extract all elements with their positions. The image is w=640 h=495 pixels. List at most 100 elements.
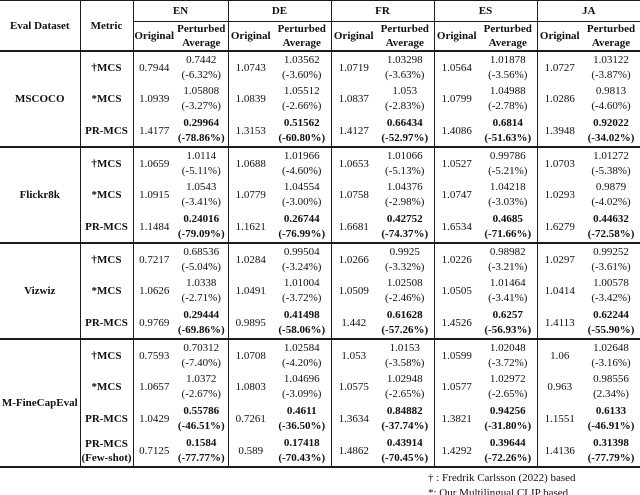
perturbed-percent: (-71.66%) [484, 227, 532, 240]
original-value-cell: 1.0747 [441, 189, 472, 201]
original-value-cell: 1.0727 [537, 50, 583, 83]
perturbed-percent: (-31.80%) [484, 420, 532, 432]
metric-row: *MCS 1.0626 1.0338 (-2.71%) 1.0491 1.01004 (-3… [0, 275, 640, 307]
metric-cell: PR-MCS [80, 115, 134, 147]
perturbed-percent: (-4.20%) [282, 356, 322, 369]
perturbed-value: 1.01464 [489, 277, 526, 289]
footnote-dagger: † : Fredrik Carlsson (2022) based [428, 472, 576, 484]
perturbed-cell: 0.26744 (-76.99%) [273, 211, 332, 243]
original-value-cell: 0.7125 [139, 444, 170, 457]
perturbed-value: 1.04376 [386, 181, 423, 193]
perturbed-percent: (-46.51%) [177, 420, 225, 432]
metric-row: Vizwiz †MCS 0.7217 0.68536 (-5.04%) 1.0284 0.9… [0, 242, 640, 339]
metric-row: *MCS 1.0657 1.0372 (-2.67%) 1.0803 1.04696 (-3… [0, 371, 640, 403]
perturbed-cell: 1.02648 (-3.16%) [582, 338, 640, 371]
perturbed-percent: (-34.02%) [587, 131, 635, 144]
perturbed-value: 0.99786 [489, 149, 526, 162]
original-value-cell: 1.3634 [338, 413, 369, 425]
perturbed-value: 0.98982 [489, 245, 526, 258]
original-value-cell: 1.0266 [331, 242, 376, 275]
original-value-cell: 1.4086 [441, 124, 472, 137]
perturbed-cell: 1.04218 (-3.03%) [479, 179, 538, 211]
original-value-cell: 0.9769 [139, 316, 170, 329]
perturbed-percent: (-3.41%) [488, 292, 528, 304]
original-value-cell: 1.0577 [441, 381, 472, 393]
header-perturbed: Perturbed Average [376, 21, 435, 51]
header-perturbed-line2: Average [282, 37, 321, 49]
perturbed-cell: 0.84882 (-37.74%) [376, 403, 435, 435]
metric-row: PR-MCS 1.0429 0.55786 (-46.51%) 0.7261 0.4611… [0, 403, 640, 435]
perturbed-value: 0.51562 [283, 116, 320, 129]
original-value-cell: 1.4113 [544, 316, 575, 329]
perturbed-percent: (-3.03%) [488, 196, 528, 208]
header-lang-en: EN [133, 0, 229, 22]
perturbed-percent: (-70.43%) [278, 451, 326, 464]
perturbed-percent: (-2.78%) [488, 100, 528, 112]
perturbed-value: 1.01004 [283, 277, 320, 289]
perturbed-cell: 1.01464 (-3.41%) [479, 275, 538, 307]
perturbed-value: 1.05808 [183, 85, 220, 97]
dataset-cell: Vizwiz [0, 242, 81, 339]
header-perturbed: Perturbed Average [479, 21, 538, 51]
original-value-cell: 1.0839 [235, 93, 266, 105]
metric-row: M-FineCapEval †MCS 0.7593 0.70312 (-7.40%) 1.… [0, 338, 640, 467]
perturbed-cell: 0.29444 (-69.86%) [175, 307, 229, 339]
original-value-cell: 1.0284 [228, 242, 273, 275]
perturbed-percent: (-76.99%) [278, 227, 326, 240]
perturbed-percent: (-5.38%) [591, 164, 631, 177]
original-value-cell: 1.0719 [331, 50, 376, 83]
perturbed-cell: 0.29964 (-78.86%) [175, 115, 229, 147]
perturbed-cell: 0.43914 (-70.45%) [376, 435, 435, 467]
header-perturbed-line1: Perturbed [177, 23, 226, 35]
perturbed-percent: (-51.63%) [484, 131, 532, 144]
perturbed-percent: (-3.72%) [488, 356, 528, 369]
original-value-cell: 1.0803 [235, 381, 266, 393]
perturbed-percent: (-5.13%) [385, 164, 425, 177]
perturbed-value: 1.02972 [489, 373, 526, 385]
perturbed-cell: 1.04696 (-3.09%) [273, 371, 332, 403]
perturbed-value: 1.03298 [386, 53, 423, 66]
perturbed-percent: (-72.58%) [587, 227, 635, 240]
perturbed-value: 0.29444 [183, 308, 220, 321]
header-row-languages: Eval Dataset Metric EN DE FR ES JA [0, 0, 640, 51]
perturbed-value: 1.0372 [186, 373, 217, 385]
perturbed-value: 1.0153 [389, 341, 420, 354]
perturbed-percent: (-3.56%) [488, 68, 528, 81]
perturbed-value: 0.24016 [183, 212, 220, 225]
perturbed-value: 1.04554 [283, 181, 320, 193]
perturbed-percent: (-46.91%) [587, 420, 635, 432]
perturbed-cell: 0.99786 (-5.21%) [479, 146, 538, 179]
perturbed-cell: 0.99252 (-3.61%) [582, 242, 640, 275]
original-value-cell: 0.589 [238, 444, 264, 457]
perturbed-value: 0.9925 [389, 245, 420, 258]
perturbed-cell: 0.42752 (-74.37%) [376, 211, 435, 243]
perturbed-cell: 1.05808 (-3.27%) [175, 83, 229, 115]
original-value-cell: 1.0939 [139, 93, 170, 105]
original-value-cell: 1.0837 [338, 93, 369, 105]
perturbed-percent: (-3.09%) [282, 388, 322, 400]
perturbed-value: 0.17418 [283, 436, 320, 449]
perturbed-percent: (-5.21%) [488, 164, 528, 177]
perturbed-percent: (-3.60%) [282, 68, 322, 81]
perturbed-cell: 1.02048 (-3.72%) [479, 338, 538, 371]
perturbed-percent: (-3.61%) [591, 260, 631, 273]
perturbed-percent: (-3.00%) [282, 196, 322, 208]
metric-row: PR-MCS 1.1484 0.24016 (-79.09%) 1.1621 0.2674… [0, 211, 640, 243]
perturbed-value: 0.70312 [183, 341, 220, 354]
header-perturbed: Perturbed Average [273, 21, 332, 51]
perturbed-value: 1.02648 [593, 341, 629, 354]
perturbed-percent: (-57.26%) [381, 323, 429, 336]
header-perturbed-line2: Average [488, 37, 527, 49]
perturbed-cell: 0.68536 (-5.04%) [175, 242, 229, 275]
perturbed-percent: (-3.58%) [385, 356, 425, 369]
perturbed-cell: 1.00578 (-3.42%) [582, 275, 640, 307]
dataset-cell: M-FineCapEval [0, 338, 81, 467]
perturbed-cell: 1.01066 (-5.13%) [376, 146, 435, 179]
perturbed-percent: (-77.79%) [587, 451, 635, 464]
header-perturbed-line2: Average [182, 37, 221, 49]
perturbed-value: 0.39644 [489, 436, 526, 449]
metric-cell: PR-MCS (Few-shot) [80, 435, 134, 467]
perturbed-percent: (-72.26%) [484, 451, 532, 464]
header-lang-de: DE [228, 0, 332, 22]
